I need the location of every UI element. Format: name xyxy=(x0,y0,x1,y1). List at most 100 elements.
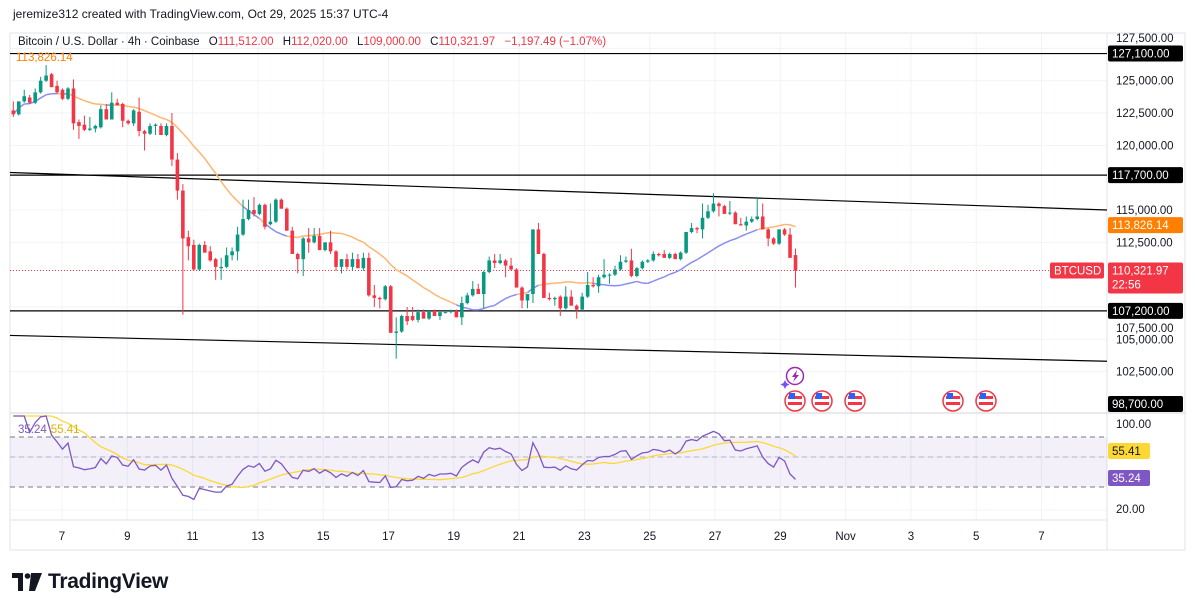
candle-body xyxy=(246,210,251,220)
candle-body xyxy=(465,295,470,304)
us-flag-icon[interactable] xyxy=(975,390,997,412)
candle-body xyxy=(235,234,240,252)
price-tick-label: 107,500.00 xyxy=(1116,323,1174,335)
rsi-legend[interactable]: 35.24 55.41 xyxy=(18,424,80,436)
candle-body xyxy=(175,159,180,191)
candle xyxy=(285,207,289,231)
flag-canton xyxy=(789,393,795,399)
ma-segment xyxy=(297,235,304,239)
candle xyxy=(760,203,765,230)
ai-lightning-icon[interactable] xyxy=(780,366,805,390)
events-row[interactable] xyxy=(780,366,997,412)
symbol-tag-bg xyxy=(1050,262,1104,279)
candle-body xyxy=(230,251,234,256)
ma-segment xyxy=(636,280,643,284)
ma-legend-value[interactable]: 113,826.14 xyxy=(16,52,73,64)
us-flag-icon[interactable] xyxy=(844,390,866,412)
candle-body xyxy=(728,212,732,214)
symbol-title: Bitcoin / U.S. Dollar · 4h · Coinbase xyxy=(18,36,200,48)
candle xyxy=(766,228,770,247)
ma-segment xyxy=(395,269,403,274)
candle xyxy=(66,87,70,101)
candle xyxy=(421,309,426,319)
ma-segment xyxy=(685,261,692,267)
candle-body xyxy=(16,101,21,115)
ma-segment xyxy=(187,138,195,147)
candle xyxy=(257,203,262,216)
candle-body xyxy=(410,316,415,320)
ma-segment xyxy=(680,265,687,271)
candle xyxy=(700,203,705,239)
candle-body xyxy=(219,266,223,269)
candle xyxy=(569,290,574,306)
candle-body xyxy=(667,253,672,258)
candle xyxy=(82,115,87,132)
ma-segment xyxy=(281,233,288,237)
candle xyxy=(148,123,152,136)
candle xyxy=(71,79,76,130)
us-flag-icon[interactable] xyxy=(784,390,806,412)
candle xyxy=(460,296,464,326)
ma-segment xyxy=(89,101,96,105)
ma-segment xyxy=(231,195,239,202)
candle-body xyxy=(131,110,136,124)
horizontal-levels[interactable] xyxy=(10,52,1107,312)
ma-segment xyxy=(603,284,610,287)
ma-segment xyxy=(483,305,490,310)
candle-body xyxy=(613,269,617,275)
candle-body xyxy=(542,253,546,298)
candle-body xyxy=(339,259,344,267)
candle xyxy=(695,226,699,234)
candle-body xyxy=(334,251,338,267)
ma-segment xyxy=(171,121,178,129)
symbol-legend[interactable]: Bitcoin / U.S. Dollar · 4h · Coinbase O1… xyxy=(18,36,606,48)
price-tick-label: 115,000.00 xyxy=(1116,205,1173,217)
candle xyxy=(235,226,240,261)
candle-body xyxy=(274,199,278,222)
moving-average-line xyxy=(12,92,796,311)
trendlines[interactable] xyxy=(9,171,1108,362)
candle-body xyxy=(651,253,656,261)
ma-segment xyxy=(789,224,796,228)
high-label: H xyxy=(282,36,292,48)
candle-body xyxy=(252,210,256,214)
lightning-bolt xyxy=(792,370,799,382)
rsi-tag-bg xyxy=(1108,470,1150,486)
candle xyxy=(367,252,371,297)
candle xyxy=(465,292,470,305)
price-axis[interactable]: 127,500.00 125,000.00 122,500.00 120,000.00… xyxy=(1050,33,1183,516)
candle-body xyxy=(520,287,524,301)
candle-body xyxy=(766,229,770,239)
time-tick-label: 7 xyxy=(59,531,65,543)
candle xyxy=(104,103,109,120)
ma-segment xyxy=(631,280,638,284)
ma-segment xyxy=(702,252,709,257)
candle xyxy=(717,202,721,217)
close-value: 110,321.97 xyxy=(438,36,496,48)
ma-segment xyxy=(149,112,156,117)
candle xyxy=(591,277,595,288)
time-axis[interactable]: 7 9 11 13 15 17 19 21 23 25 27 29 Nov 3 5 7 xyxy=(59,531,1045,543)
tradingview-logo-text: TradingView xyxy=(48,570,169,593)
candle-body xyxy=(356,259,360,269)
us-flag-icon[interactable] xyxy=(811,390,833,412)
candle xyxy=(170,113,174,167)
ma-segment xyxy=(379,253,386,260)
trendline[interactable] xyxy=(9,171,1108,211)
flag-canton xyxy=(816,393,822,399)
candle-body xyxy=(793,255,798,271)
trendline[interactable] xyxy=(9,334,1108,362)
candle xyxy=(405,306,409,326)
ma-segment xyxy=(587,281,594,285)
tradingview-logo[interactable]: TradingView xyxy=(12,570,168,594)
ma-segment xyxy=(269,227,277,233)
candle xyxy=(88,116,92,132)
level-price-tag: 127,100.00 xyxy=(1112,49,1170,61)
flag-stripe xyxy=(979,402,993,405)
level-price-tag: 107,200.00 xyxy=(1112,306,1170,318)
us-flag-icon[interactable] xyxy=(942,390,964,412)
ma-price-tag: 113,826.14 xyxy=(1112,220,1169,232)
candle xyxy=(739,217,743,226)
candle-body xyxy=(388,286,393,333)
